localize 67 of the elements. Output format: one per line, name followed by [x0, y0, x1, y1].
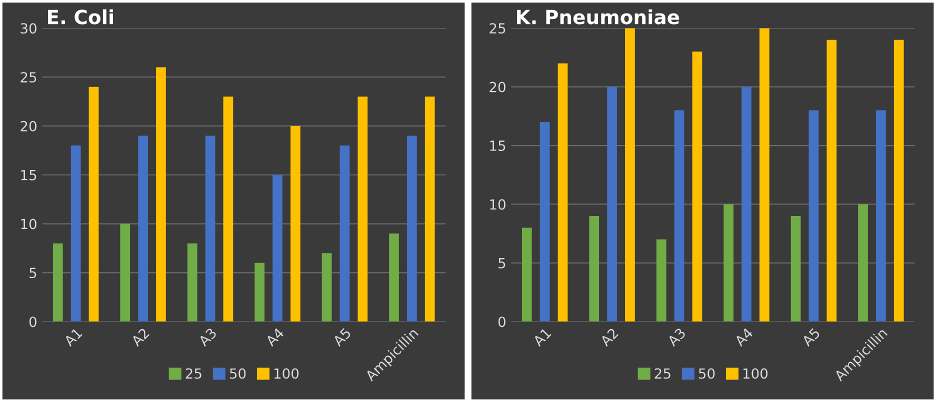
bar: [290, 126, 300, 322]
x-tick-label: A4: [264, 327, 284, 347]
x-tick-label: A5: [332, 328, 352, 347]
bar: [70, 146, 81, 322]
bar: [656, 239, 666, 322]
y-tick-label: 25: [20, 72, 36, 83]
x-tick-label: A4: [734, 327, 754, 347]
x-tick-label: A2: [130, 328, 150, 347]
x-tick-label: A5: [801, 328, 820, 347]
chart-title: E. Coli: [48, 9, 114, 24]
bar: [389, 234, 399, 322]
bar: [625, 28, 635, 322]
y-tick-label: 15: [490, 140, 506, 151]
x-tick-label: A3: [666, 327, 686, 347]
bar: [254, 262, 264, 322]
bar: [223, 96, 234, 322]
bar: [558, 63, 568, 322]
legend-label: 25: [654, 368, 670, 379]
bar: [724, 204, 734, 322]
y-tick-label: 15: [21, 170, 36, 180]
bar: [522, 228, 532, 322]
y-tick-label: 0: [498, 316, 506, 328]
legend-label: 100: [274, 368, 299, 379]
bar: [674, 110, 684, 322]
bar: [120, 224, 130, 322]
bar: [858, 204, 868, 322]
bar: [540, 122, 550, 322]
x-tick-label: A1: [532, 328, 552, 347]
bar: [407, 136, 417, 322]
bar: [742, 86, 752, 322]
bar: [322, 253, 332, 322]
y-tick-label: 5: [498, 258, 506, 268]
x-tick-label: A2: [599, 328, 619, 347]
bar: [808, 110, 819, 322]
y-tick-label: 10: [490, 199, 506, 210]
bar: [205, 136, 216, 322]
x-tick-label: A3: [198, 327, 218, 347]
y-tick-label: 0: [29, 316, 36, 328]
bar: [156, 67, 166, 322]
bar: [876, 110, 886, 322]
bar: [138, 136, 148, 322]
bar: [607, 86, 617, 322]
bar: [272, 174, 282, 322]
y-tick-label: 30: [20, 23, 36, 34]
legend-label: 50: [698, 368, 715, 379]
chart-title: K. Pneumoniae: [517, 9, 680, 24]
bar: [340, 146, 350, 322]
x-tick-label: A1: [63, 328, 82, 347]
y-tick-label: 5: [30, 268, 36, 278]
legend-label: 50: [230, 368, 246, 379]
bar: [88, 86, 99, 322]
bar: [187, 243, 198, 322]
bar: [894, 40, 904, 322]
y-tick-label: 20: [490, 82, 506, 92]
y-tick-label: 25: [490, 23, 506, 34]
bar: [790, 216, 801, 322]
y-tick-label: 20: [20, 120, 36, 132]
legend-label: 25: [186, 368, 202, 379]
bar: [692, 52, 702, 322]
bar: [759, 28, 770, 322]
bar: [826, 40, 837, 322]
bar: [52, 243, 63, 322]
bar: [358, 96, 368, 322]
y-tick-label: 10: [21, 218, 36, 230]
bar: [589, 216, 600, 322]
legend-label: 100: [743, 368, 768, 379]
bar: [424, 96, 435, 322]
